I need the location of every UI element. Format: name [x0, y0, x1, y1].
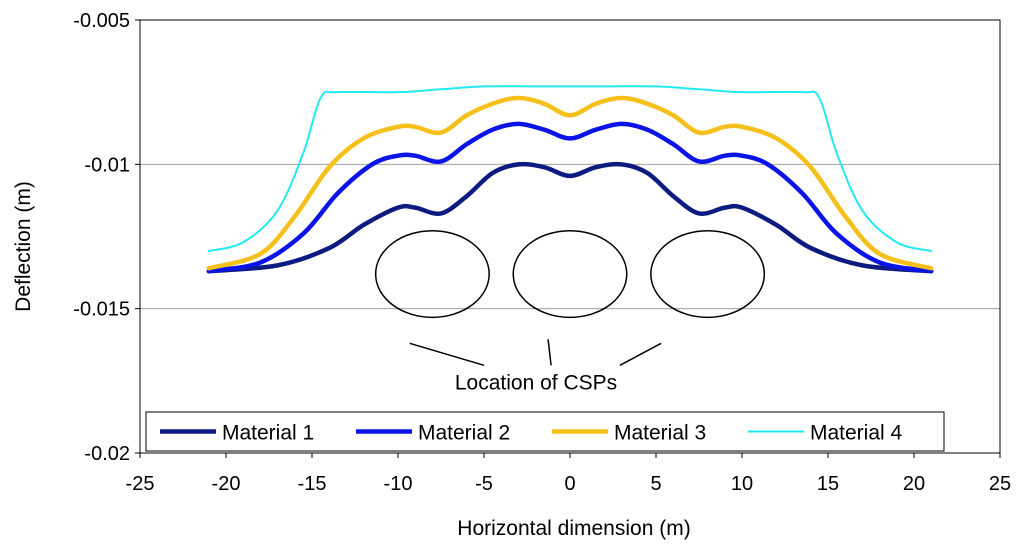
legend-label-material-2: Material 2	[418, 422, 510, 445]
legend: Material 1 Material 2 Material 3 Material 4	[145, 411, 945, 452]
x-tick-label: 0	[564, 473, 575, 495]
csp-annotation-label: Location of CSPs	[455, 371, 617, 394]
y-tick-label: -0.005	[73, 10, 130, 32]
csp-ellipse	[512, 229, 628, 319]
y-tick-label: -0.01	[84, 154, 130, 176]
series-lines	[206, 85, 934, 274]
series-line-material-2	[206, 121, 934, 274]
leader-line	[409, 342, 485, 367]
legend-label-material-4: Material 4	[810, 422, 903, 445]
series-line-material-3	[206, 95, 934, 271]
x-tick-label: -25	[126, 473, 155, 495]
x-tick-marks	[139, 453, 1001, 458]
series-line-material-1	[206, 161, 934, 274]
legend-label-material-3: Material 3	[614, 422, 706, 445]
x-tick-label: 10	[731, 473, 753, 495]
x-tick-label: 15	[817, 473, 839, 495]
x-tick-labels: -25 -20 -15 -10 -5 0 5 10 15 20 25	[126, 473, 1012, 495]
x-tick-label: -10	[384, 473, 413, 495]
x-tick-label: 25	[989, 473, 1011, 495]
y-tick-labels: -0.005 -0.01 -0.015 -0.02	[73, 10, 130, 465]
csp-locations	[374, 229, 766, 319]
leader-line	[547, 339, 552, 366]
x-tick-label: -20	[212, 473, 241, 495]
csp-ellipse	[374, 229, 490, 319]
leader-line	[619, 342, 662, 366]
x-tick-label: 20	[903, 473, 925, 495]
x-tick-label: -15	[298, 473, 327, 495]
csp-leader-lines	[409, 339, 662, 367]
x-axis-title: Horizontal dimension (m)	[457, 517, 690, 540]
y-tick-label: -0.02	[84, 443, 130, 465]
x-tick-label: -5	[475, 473, 493, 495]
y-tick-marks	[135, 19, 140, 454]
legend-box	[145, 411, 945, 452]
x-tick-label: 5	[650, 473, 661, 495]
y-tick-label: -0.015	[73, 299, 130, 321]
legend-label-material-1: Material 1	[222, 422, 314, 445]
series-line-material-4	[207, 85, 933, 252]
csp-ellipse	[650, 229, 766, 319]
gridlines	[140, 163, 1000, 310]
y-axis-title: Deflection (m)	[12, 181, 35, 312]
